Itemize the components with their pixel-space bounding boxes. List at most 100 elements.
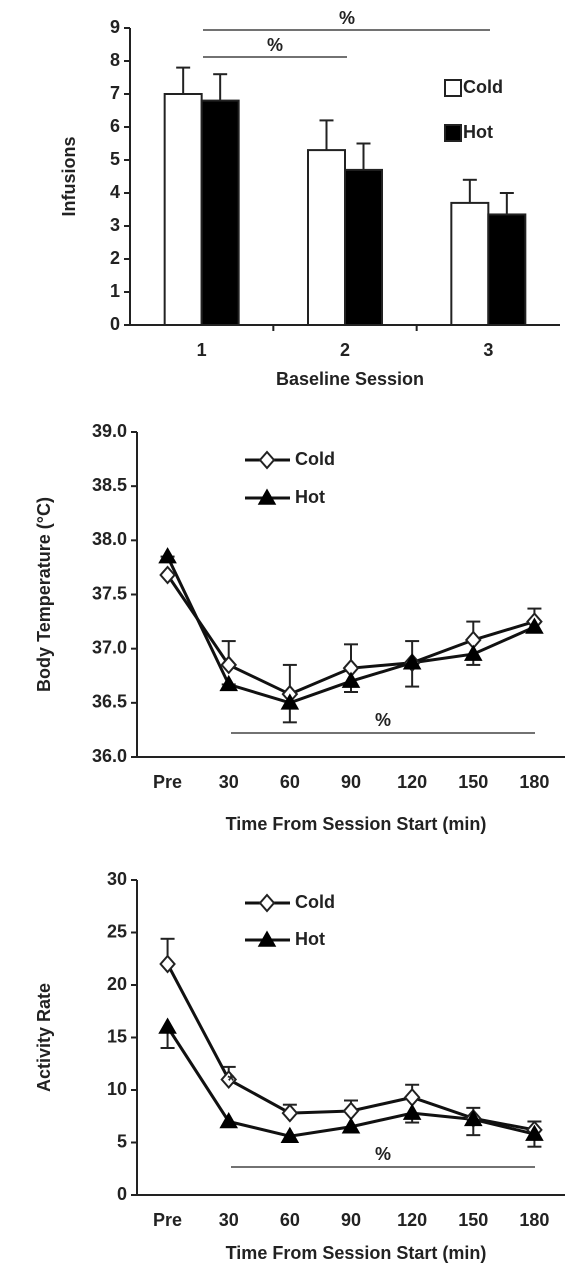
- x-tick-label: 2: [340, 340, 350, 360]
- bar: [344, 168, 383, 326]
- y-tick-label: 38.5: [92, 475, 127, 495]
- error-bar: [319, 119, 334, 151]
- y-tick-label: 20: [107, 974, 127, 994]
- marker: [341, 1117, 361, 1134]
- marker: [158, 547, 177, 564]
- marker: [159, 565, 176, 585]
- x-tick-label: 60: [280, 772, 300, 792]
- x-tick-label: 180: [519, 1210, 549, 1230]
- marker: [463, 644, 483, 661]
- bar: [450, 201, 490, 326]
- legend-label: Hot: [463, 122, 493, 142]
- y-axis-label: Activity Rate: [34, 983, 54, 1092]
- legend-label: Cold: [295, 449, 335, 469]
- y-tick-label: 3: [110, 215, 120, 235]
- annotation: %: [267, 35, 283, 55]
- legend-label: Cold: [295, 892, 335, 912]
- x-tick-label: 180: [519, 772, 549, 792]
- x-tick-label: Pre: [153, 772, 182, 792]
- x-tick-label: 30: [219, 772, 239, 792]
- chart-panel: 0 5 10 15 20 25 30 Activity Rate Time From Sessi…: [34, 869, 565, 1263]
- legend-item: Cold: [245, 892, 335, 913]
- marker: [402, 1103, 422, 1120]
- legend-item: Cold: [245, 449, 335, 470]
- marker: [525, 617, 544, 634]
- x-axis-label: Baseline Session: [276, 369, 424, 389]
- x-tick-label: 150: [458, 772, 488, 792]
- error-bar: [356, 142, 371, 170]
- chart-panel: 36.0 36.5 37.0 37.5 38.0 38.5 39.0 Body Tempera…: [34, 421, 565, 834]
- y-tick-label: 7: [110, 83, 120, 103]
- y-tick-label: 37.5: [92, 583, 127, 603]
- y-tick-label: 36.0: [92, 746, 127, 766]
- marker: [525, 1124, 544, 1141]
- bar: [487, 213, 527, 326]
- x-tick-label: 90: [341, 772, 361, 792]
- y-tick-label: 25: [107, 921, 127, 941]
- annotation: *: [227, 1071, 234, 1091]
- x-tick-label: 120: [397, 772, 427, 792]
- y-tick-label: 9: [110, 17, 120, 37]
- legend-swatch: [444, 79, 462, 97]
- annotation: %: [375, 710, 391, 730]
- legend-item: Hot: [245, 929, 325, 949]
- marker: [341, 671, 361, 688]
- marker: [403, 1087, 421, 1107]
- marker: [342, 1101, 360, 1121]
- marker: [280, 1126, 300, 1143]
- y-axis-label: Infusions: [59, 137, 79, 217]
- marker: [258, 450, 276, 470]
- x-tick-label: 1: [197, 340, 207, 360]
- error-bar: [213, 73, 228, 101]
- legend-item: Hot: [245, 487, 325, 507]
- bar: [307, 149, 346, 326]
- marker: [281, 1103, 299, 1123]
- y-tick-label: 30: [107, 869, 127, 889]
- annotation: %: [375, 1144, 391, 1164]
- y-tick-label: 0: [110, 314, 120, 334]
- x-tick-label: 90: [341, 1210, 361, 1230]
- marker: [159, 954, 176, 974]
- x-tick-label: 60: [280, 1210, 300, 1230]
- bar: [200, 99, 240, 326]
- y-tick-label: 5: [110, 149, 120, 169]
- chart-panel: 0 1 2 3 4 5 6 7 8 9 Infusions Baseline Session 1 2 3 Co…: [59, 8, 560, 389]
- x-tick-label: 3: [483, 340, 493, 360]
- marker: [220, 1069, 238, 1090]
- y-tick-label: 5: [117, 1131, 127, 1151]
- legend-item: Hot: [444, 122, 493, 142]
- legend-item: Cold: [444, 77, 503, 97]
- x-axis-label: Time From Session Start (min): [226, 814, 487, 834]
- error-bar: [499, 192, 514, 215]
- y-tick-label: 6: [110, 116, 120, 136]
- x-tick-label: 120: [397, 1210, 427, 1230]
- y-tick-label: 38.0: [92, 529, 127, 549]
- marker: [402, 653, 422, 670]
- y-tick-label: 36.5: [92, 692, 127, 712]
- marker: [280, 693, 300, 710]
- x-tick-label: 150: [458, 1210, 488, 1230]
- x-tick-label: 30: [219, 1210, 239, 1230]
- legend-swatch: [444, 124, 462, 142]
- marker: [463, 1109, 483, 1127]
- y-tick-label: 0: [117, 1184, 127, 1204]
- y-tick-label: 2: [110, 248, 120, 268]
- legend-label: Cold: [463, 77, 503, 97]
- marker: [258, 893, 276, 913]
- y-tick-label: 8: [110, 50, 120, 70]
- error-bar: [462, 178, 477, 203]
- y-tick-label: 39.0: [92, 421, 127, 441]
- marker: [158, 1017, 177, 1034]
- y-tick-label: 4: [110, 182, 120, 202]
- annotation: %: [339, 8, 355, 28]
- y-tick-label: 37.0: [92, 637, 127, 657]
- marker: [257, 488, 277, 505]
- y-tick-label: 10: [107, 1079, 127, 1099]
- marker: [220, 655, 238, 675]
- legend-label: Hot: [295, 929, 325, 949]
- marker: [219, 674, 239, 692]
- y-tick-label: 1: [110, 281, 120, 301]
- x-tick-label: Pre: [153, 1210, 182, 1230]
- marker: [257, 930, 277, 947]
